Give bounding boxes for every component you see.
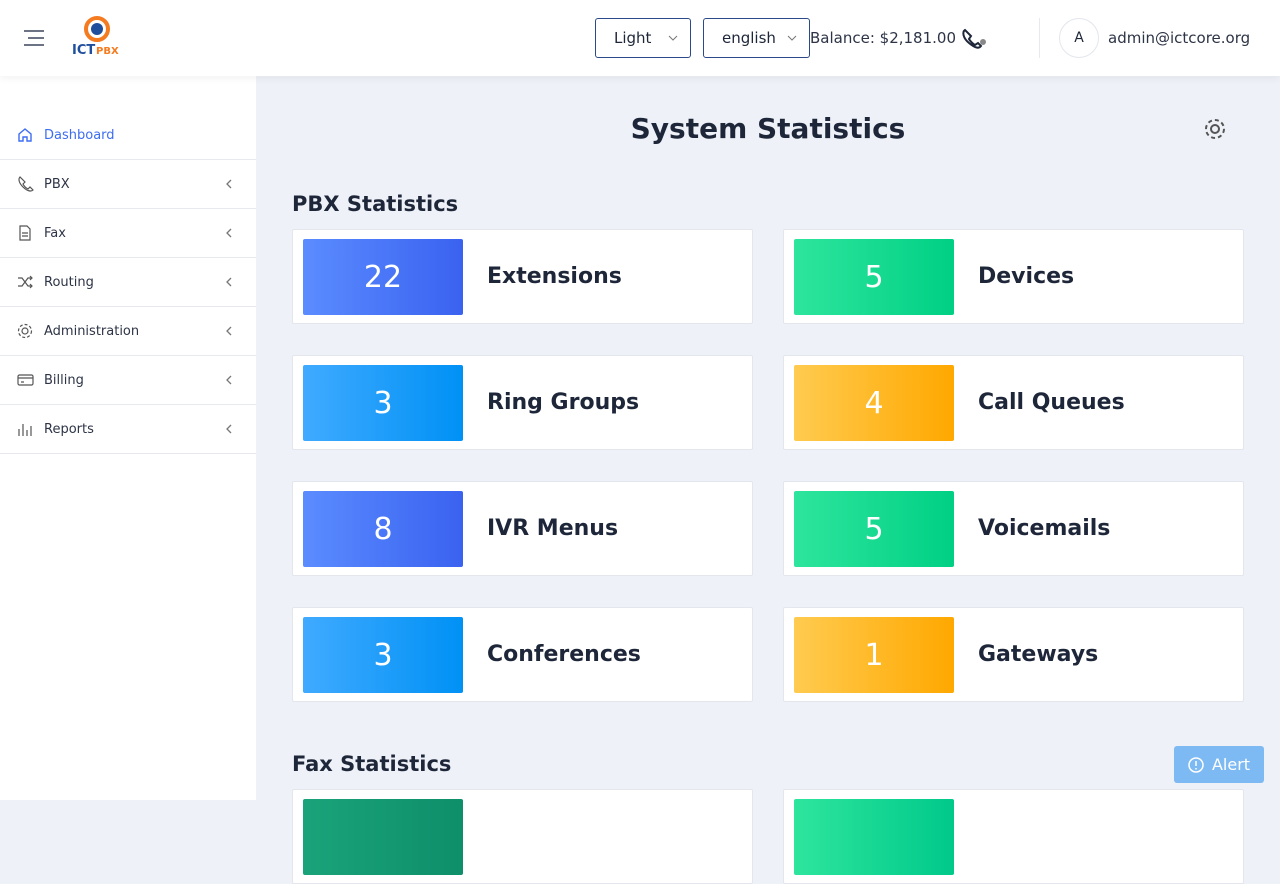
nav-item[interactable]: Fax xyxy=(0,209,256,258)
nav-item[interactable]: Billing xyxy=(0,356,256,405)
stat-label: Conferences xyxy=(487,642,641,667)
language-select[interactable]: english xyxy=(703,18,810,58)
chevron xyxy=(226,424,232,434)
nav-icon xyxy=(19,225,31,241)
section-title: PBX Statistics xyxy=(292,192,459,216)
stat-label: Gateways xyxy=(978,642,1099,667)
nav-item[interactable]: Dashboard xyxy=(0,111,256,160)
nav-icon xyxy=(17,374,34,386)
stat-card xyxy=(783,789,1244,884)
alert-button[interactable]: Alert xyxy=(1174,746,1264,783)
nav-label: Reports xyxy=(44,421,94,437)
stat-value: 4 xyxy=(794,365,954,441)
section-title: Fax Statistics xyxy=(292,752,452,776)
avatar[interactable]: A xyxy=(1059,18,1099,58)
stat-card[interactable]: 3 Ring Groups xyxy=(292,355,753,450)
stat-card[interactable]: 3 Conferences xyxy=(292,607,753,702)
chevron xyxy=(226,228,232,238)
stat-box xyxy=(794,799,954,875)
nav-label: Routing xyxy=(44,274,94,290)
nav-icon xyxy=(17,323,33,339)
user-email[interactable]: admin@ictcore.org xyxy=(1108,29,1251,47)
nav-icon xyxy=(18,128,32,142)
sidebar: Dashboard PBX Fax Routing Administration Bill… xyxy=(0,76,256,800)
chevron xyxy=(787,35,797,41)
menu-toggle[interactable] xyxy=(23,29,45,47)
page-title: System Statistics xyxy=(630,112,906,145)
theme-value: Light xyxy=(614,29,652,47)
stat-label: Devices xyxy=(978,264,1075,289)
chevron xyxy=(226,326,232,336)
logo-icon xyxy=(84,16,110,42)
stat-card[interactable]: 1 Gateways xyxy=(783,607,1244,702)
nav-label: Billing xyxy=(44,372,84,388)
stat-value: 8 xyxy=(303,491,463,567)
logo-prefix: ICT xyxy=(72,43,96,58)
stat-card[interactable]: 5 Voicemails xyxy=(783,481,1244,576)
stat-card[interactable]: 5 Devices xyxy=(783,229,1244,324)
stat-box xyxy=(303,799,463,875)
nav-label: Dashboard xyxy=(44,127,115,143)
stat-label: Ring Groups xyxy=(487,390,640,415)
stat-value: 3 xyxy=(303,365,463,441)
header: ICT PBX Light english Balance: $2,181.00… xyxy=(0,0,1280,76)
chevron xyxy=(668,35,678,41)
stat-label: Extensions xyxy=(487,264,622,289)
alert-label: Alert xyxy=(1211,755,1251,774)
stat-label: Voicemails xyxy=(978,516,1111,541)
balance: Balance: $2,181.00 xyxy=(810,29,956,47)
nav-icon xyxy=(18,424,32,436)
theme-select[interactable]: Light xyxy=(595,18,691,58)
nav-item[interactable]: Reports xyxy=(0,405,256,454)
divider xyxy=(1039,18,1040,58)
stat-value: 1 xyxy=(794,617,954,693)
phone-status[interactable] xyxy=(961,28,989,50)
logo-suffix: PBX xyxy=(96,46,119,57)
chevron xyxy=(226,277,232,287)
stat-label: IVR Menus xyxy=(487,516,619,541)
stat-card[interactable]: 8 IVR Menus xyxy=(292,481,753,576)
nav-icon xyxy=(18,275,33,289)
language-value: english xyxy=(722,29,776,47)
stat-label: Call Queues xyxy=(978,390,1125,415)
nav-item[interactable]: Routing xyxy=(0,258,256,307)
nav-label: Fax xyxy=(44,225,66,241)
stat-card xyxy=(292,789,753,884)
nav-label: PBX xyxy=(44,176,70,192)
nav-label: Administration xyxy=(44,323,140,339)
chevron xyxy=(226,375,232,385)
stat-value: 22 xyxy=(303,239,463,315)
nav-icon xyxy=(18,176,34,192)
chevron xyxy=(226,179,232,189)
nav-item[interactable]: PBX xyxy=(0,160,256,209)
stat-card[interactable]: 4 Call Queues xyxy=(783,355,1244,450)
nav-item[interactable]: Administration xyxy=(0,307,256,356)
stat-card[interactable]: 22 Extensions xyxy=(292,229,753,324)
settings-button[interactable] xyxy=(1202,116,1228,142)
stat-value: 5 xyxy=(794,491,954,567)
stat-value: 3 xyxy=(303,617,463,693)
logo[interactable]: ICT PBX xyxy=(72,16,124,60)
stat-value: 5 xyxy=(794,239,954,315)
alert-icon xyxy=(1188,756,1204,773)
